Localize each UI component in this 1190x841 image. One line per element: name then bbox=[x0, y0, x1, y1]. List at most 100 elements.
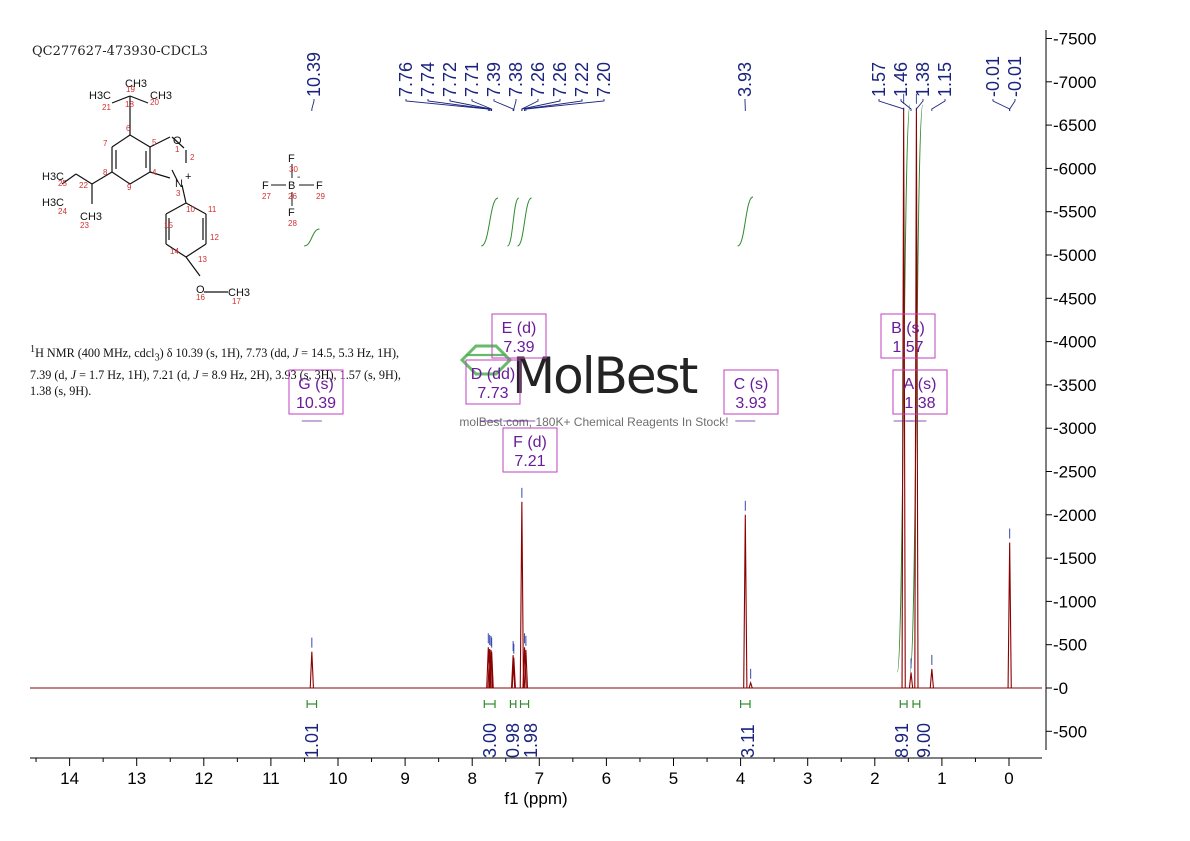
multiplet-shift: 7.73 bbox=[477, 385, 508, 402]
integral-curve bbox=[518, 198, 532, 246]
atom-number: 1 bbox=[175, 145, 180, 154]
multiplet-name: C (s) bbox=[734, 376, 769, 393]
peak-leader bbox=[406, 99, 488, 111]
y-tick-label: -4500 bbox=[1053, 289, 1096, 308]
bond bbox=[130, 172, 150, 184]
peak-label: 7.20 bbox=[594, 62, 614, 97]
y-tick-label: -7000 bbox=[1053, 73, 1096, 92]
atom-number: 18 bbox=[125, 100, 134, 109]
y-tick-label: -500 bbox=[1053, 636, 1087, 655]
peak-leader bbox=[993, 99, 1010, 111]
y-tick-label: -6500 bbox=[1053, 116, 1096, 135]
atom-label: H3C bbox=[89, 90, 111, 102]
atom-number: 26 bbox=[288, 192, 297, 201]
spectrum-peak bbox=[909, 672, 912, 688]
y-tick-label: -1000 bbox=[1053, 592, 1096, 611]
atom-number: 2 bbox=[190, 153, 195, 162]
integral-curve bbox=[738, 197, 753, 246]
multiplet-box: G (s)10.39 bbox=[289, 370, 343, 421]
y-tick-label: -2500 bbox=[1053, 463, 1096, 482]
y-tick-label: -5000 bbox=[1053, 246, 1096, 265]
peak-label: 7.38 bbox=[506, 62, 526, 97]
atom-number: 15 bbox=[164, 221, 173, 230]
atom-number: 3 bbox=[176, 189, 181, 198]
atom-number: 6 bbox=[126, 124, 131, 133]
atom-number: 17 bbox=[232, 297, 241, 306]
multiplet-name: B (s) bbox=[891, 320, 925, 337]
y-tick-label: -1500 bbox=[1053, 549, 1096, 568]
peak-label: 7.74 bbox=[418, 62, 438, 97]
multiplet-shift: 7.21 bbox=[514, 453, 545, 470]
multiplet-name: D (dd) bbox=[471, 366, 515, 383]
y-tick-label: -2000 bbox=[1053, 506, 1096, 525]
atom-number: 24 bbox=[58, 207, 67, 216]
atom-label: F bbox=[288, 153, 295, 165]
spectrum-peak bbox=[310, 652, 313, 688]
y-tick-label: -5500 bbox=[1053, 203, 1096, 222]
peak-leader bbox=[525, 99, 582, 111]
peak-label: 1.57 bbox=[869, 62, 889, 97]
atom-number: 4 bbox=[152, 168, 157, 177]
multiplet-name: G (s) bbox=[298, 376, 334, 393]
watermark-brand: MolBest bbox=[512, 347, 698, 405]
x-tick-label: 3 bbox=[803, 769, 812, 788]
atom-number: 27 bbox=[262, 192, 271, 201]
bf4-anion-structure: F F F F B-30 27 26 29 28 bbox=[262, 153, 325, 228]
atom-number: 28 bbox=[288, 219, 297, 228]
x-axis-title: f1 (ppm) bbox=[504, 789, 567, 808]
atom-number: 30 bbox=[289, 165, 298, 174]
peak-leader bbox=[932, 99, 945, 111]
x-tick-label: 13 bbox=[127, 769, 146, 788]
integral-value: 3.00 bbox=[480, 723, 500, 758]
atom-number: 16 bbox=[196, 293, 205, 302]
spectrum-peak bbox=[744, 515, 747, 688]
x-tick-label: 6 bbox=[602, 769, 611, 788]
multiplet-name: F (d) bbox=[513, 434, 547, 451]
peak-leader bbox=[901, 99, 911, 111]
y-tick-label: -3500 bbox=[1053, 376, 1096, 395]
multiplet-name: A (s) bbox=[904, 376, 937, 393]
atom-number: 5 bbox=[152, 138, 157, 147]
atom-number: 22 bbox=[79, 181, 88, 190]
atom-number: 12 bbox=[210, 233, 219, 242]
integral-value: 9.00 bbox=[914, 723, 934, 758]
peak-leader bbox=[879, 99, 904, 111]
peak-label: 7.76 bbox=[396, 62, 416, 97]
bond bbox=[112, 135, 130, 147]
spectrum-peak bbox=[930, 669, 933, 688]
x-tick-label: 7 bbox=[535, 769, 544, 788]
integral-curve bbox=[507, 198, 518, 246]
x-tick-label: 8 bbox=[467, 769, 476, 788]
x-tick-label: 2 bbox=[870, 769, 879, 788]
spectrum-peak bbox=[520, 502, 523, 688]
multiplet-shift: 7.39 bbox=[503, 339, 534, 356]
peak-label: 7.26 bbox=[550, 62, 570, 97]
atom-number: 13 bbox=[198, 255, 207, 264]
y-tick-label: -7500 bbox=[1053, 30, 1096, 49]
integral-curve bbox=[481, 198, 498, 246]
y-tick-label: -500 bbox=[1053, 722, 1087, 741]
atom-number: 7 bbox=[103, 139, 108, 148]
atom-number: 23 bbox=[80, 221, 89, 230]
peak-label: 7.71 bbox=[462, 62, 482, 97]
atom-number: 8 bbox=[103, 168, 108, 177]
integral-value: 1.01 bbox=[302, 723, 322, 758]
peak-leader bbox=[494, 99, 513, 111]
integral-value: 3.11 bbox=[738, 724, 758, 758]
watermark-tagline: molBest.com, 180K+ Chemical Reagents In … bbox=[459, 415, 728, 429]
x-tick-label: 10 bbox=[329, 769, 348, 788]
y-tick-label: -0 bbox=[1053, 679, 1068, 698]
atom-number: 29 bbox=[316, 192, 325, 201]
peak-label: 1.15 bbox=[935, 62, 955, 97]
atom-label: F bbox=[262, 180, 269, 192]
peak-label: 1.38 bbox=[913, 62, 933, 97]
peak-leader bbox=[1010, 99, 1015, 111]
integral-labels: 1.01 3.00 0.981.98 3.11 8.91 9.00 bbox=[302, 700, 934, 758]
multiplet-name: E (d) bbox=[502, 320, 537, 337]
x-tick-label: 11 bbox=[262, 769, 280, 788]
bond bbox=[130, 135, 150, 147]
multiplet-box: C (s)3.93 bbox=[724, 370, 778, 421]
multiplet-shift: 1.57 bbox=[892, 339, 923, 356]
atom-label: F bbox=[288, 207, 295, 219]
